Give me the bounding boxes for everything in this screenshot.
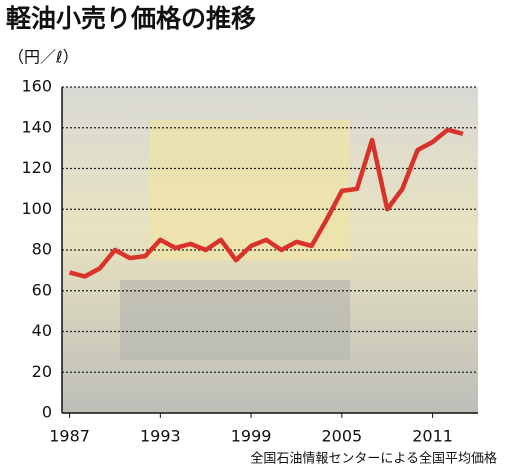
photo-truck <box>120 280 350 360</box>
x-tick-label: 1999 <box>231 427 272 446</box>
x-tick-label: 1993 <box>140 427 181 446</box>
line <box>68 127 464 279</box>
y-tick-label: 120 <box>21 158 52 177</box>
x-tick-label: 2011 <box>412 427 453 446</box>
y-tick-label: 100 <box>21 199 52 218</box>
y-tick-label: 40 <box>32 321 52 340</box>
y-tick-label: 0 <box>42 403 52 422</box>
x-tick-label: 2005 <box>321 427 362 446</box>
y-tick-label: 140 <box>21 117 52 136</box>
y-tick-label: 20 <box>32 362 52 381</box>
y-axis-label: （円／ℓ） <box>8 48 79 67</box>
y-tick-label: 60 <box>32 280 52 299</box>
y-tick-label: 80 <box>32 240 52 259</box>
chart-title: 軽油小売り価格の推移 <box>6 4 256 33</box>
y-tick-label: 160 <box>21 77 52 96</box>
photo-tanker <box>150 120 350 260</box>
source: 全国石油情報センターによる全国平均価格 <box>250 451 497 467</box>
x-tick-label: 1987 <box>49 427 90 446</box>
